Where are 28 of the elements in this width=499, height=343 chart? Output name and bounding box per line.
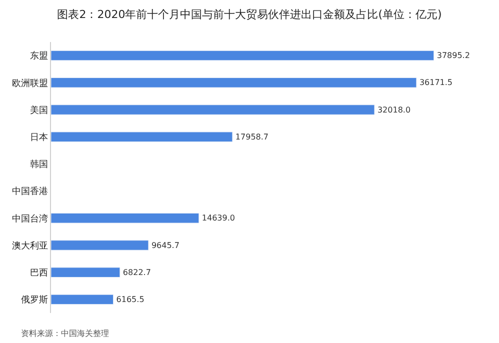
data-label: 17958.7: [235, 132, 269, 142]
y-tick-label: 日本: [30, 132, 48, 143]
y-tick-label: 韩国: [30, 159, 48, 170]
data-label: 6822.7: [122, 268, 151, 277]
data-label: 37895.2: [436, 51, 470, 60]
data-label: 36171.5: [419, 78, 453, 88]
y-tick-label: 俄罗斯: [21, 294, 48, 306]
y-tick-label: 美国: [30, 104, 48, 116]
data-label: 6165.5: [116, 294, 144, 304]
bar: [51, 294, 114, 305]
y-tick-label: 中国台湾: [12, 213, 48, 224]
bar: [51, 267, 120, 278]
bar: [51, 240, 149, 250]
chart-title: 图表2：2020年前十个月中国与前十大贸易伙伴进出口金额及占比(单位：亿元): [57, 8, 442, 21]
bar: [51, 104, 375, 115]
bar: [51, 50, 434, 61]
y-tick-label: 欧洲联盟: [12, 78, 48, 89]
y-tick-label: 东盟: [30, 50, 48, 62]
y-tick-label: 中国香港: [12, 186, 48, 198]
data-label: 14639.0: [202, 214, 235, 223]
y-tick-label: 巴西: [30, 268, 48, 278]
bar: [51, 213, 200, 224]
data-label: 32018.0: [377, 105, 411, 114]
bar: [51, 78, 417, 88]
bar: [51, 132, 233, 142]
text: 资料来源：中国海关整理: [21, 329, 109, 338]
data-label: 9645.7: [151, 240, 180, 250]
y-tick-label: 澳大利亚: [12, 240, 48, 252]
